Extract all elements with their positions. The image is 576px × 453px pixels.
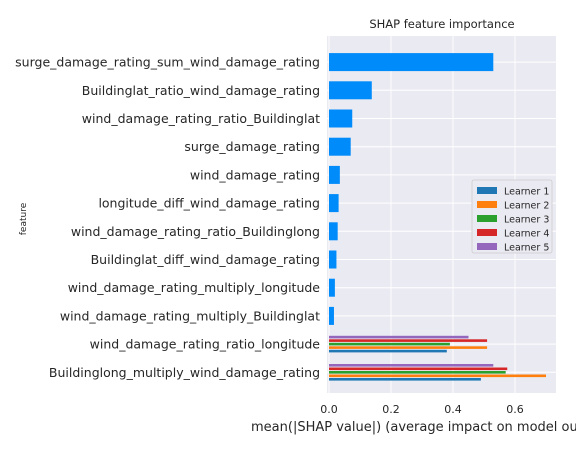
x-axis-label: mean(|SHAP value|) (average impact on mo… <box>251 420 576 435</box>
bar-Buildinglat_ratio_wind_damage_rating <box>329 81 372 100</box>
legend-swatch <box>477 215 497 222</box>
bar-Buildinglong_multiply_wind_damage_rating-learner-4 <box>329 367 508 371</box>
bar-wind_damage_rating_ratio_longitude-learner-5 <box>329 335 469 339</box>
x-tick-label: 0.2 <box>382 403 400 416</box>
y-tick-label: wind_damage_rating <box>190 167 320 182</box>
bar-Buildinglong_multiply_wind_damage_rating-learner-2 <box>329 374 546 378</box>
y-axis-label: feature <box>19 202 29 235</box>
bar-wind_damage_rating_ratio_Buildinglat <box>329 109 353 128</box>
legend-label: Learner 3 <box>504 215 549 226</box>
bar-surge_damage_rating <box>329 137 351 156</box>
legend-swatch <box>477 187 497 194</box>
bar-surge_damage_rating_sum_wind_damage_rating <box>329 53 494 72</box>
bar-wind_damage_rating_ratio_longitude-learner-3 <box>329 342 450 346</box>
legend-swatch <box>477 229 497 236</box>
x-tick-labels: 0.0 0.2 0.4 0.6 <box>320 403 524 416</box>
legend-swatch <box>477 243 497 250</box>
bar-wind_damage_rating_ratio_Buildinglong <box>329 222 338 241</box>
y-tick-label: wind_damage_rating_multiply_longitude <box>68 280 321 295</box>
bars-group <box>329 53 546 381</box>
y-tick-label: surge_damage_rating <box>184 139 320 154</box>
bar-longitude_diff_wind_damage_rating <box>329 194 339 213</box>
y-tick-label: wind_damage_rating_multiply_Buildinglat <box>60 308 320 323</box>
bar-wind_damage_rating_ratio_longitude-learner-1 <box>329 349 447 353</box>
bar-wind_damage_rating_multiply_Buildinglat <box>329 306 334 325</box>
y-tick-label: longitude_diff_wind_damage_rating <box>98 196 320 211</box>
bar-Buildinglong_multiply_wind_damage_rating-learner-3 <box>329 371 506 374</box>
legend-swatch <box>477 201 497 208</box>
x-tick-label: 0.6 <box>506 403 524 416</box>
y-tick-label: wind_damage_rating_ratio_Buildinglat <box>82 111 320 126</box>
chart-title: SHAP feature importance <box>369 17 514 31</box>
legend-label: Learner 5 <box>504 243 549 254</box>
y-tick-label: wind_damage_rating_ratio_Buildinglong <box>71 224 320 239</box>
y-tick-label: surge_damage_rating_sum_wind_damage_rati… <box>15 55 320 70</box>
bar-Buildinglong_multiply_wind_damage_rating-learner-5 <box>329 364 494 367</box>
bar-Buildinglong_multiply_wind_damage_rating-learner-1 <box>329 378 481 381</box>
bar-wind_damage_rating_ratio_longitude-learner-2 <box>329 346 488 349</box>
y-tick-label: Buildinglong_multiply_wind_damage_rating <box>49 365 320 380</box>
legend: Learner 1 Learner 2 Learner 3 Learner 4 Lear… <box>471 179 553 254</box>
bar-wind_damage_rating <box>329 165 340 184</box>
bar-Buildinglat_diff_wind_damage_rating <box>329 250 337 269</box>
y-tick-label: wind_damage_rating_ratio_longitude <box>90 337 321 352</box>
bar-wind_damage_rating_ratio_longitude-learner-4 <box>329 339 488 342</box>
legend-label: Learner 1 <box>504 187 549 198</box>
legend-label: Learner 2 <box>504 201 549 212</box>
bar-wind_damage_rating_multiply_longitude <box>329 278 335 297</box>
y-tick-label: Buildinglat_ratio_wind_damage_rating <box>82 83 320 98</box>
y-tick-labels: surge_damage_rating_sum_wind_damage_rati… <box>15 55 320 380</box>
x-tick-label: 0.0 <box>320 403 338 416</box>
y-tick-label: Buildinglat_diff_wind_damage_rating <box>91 252 320 267</box>
x-tick-label: 0.4 <box>444 403 462 416</box>
legend-label: Learner 4 <box>504 229 549 240</box>
